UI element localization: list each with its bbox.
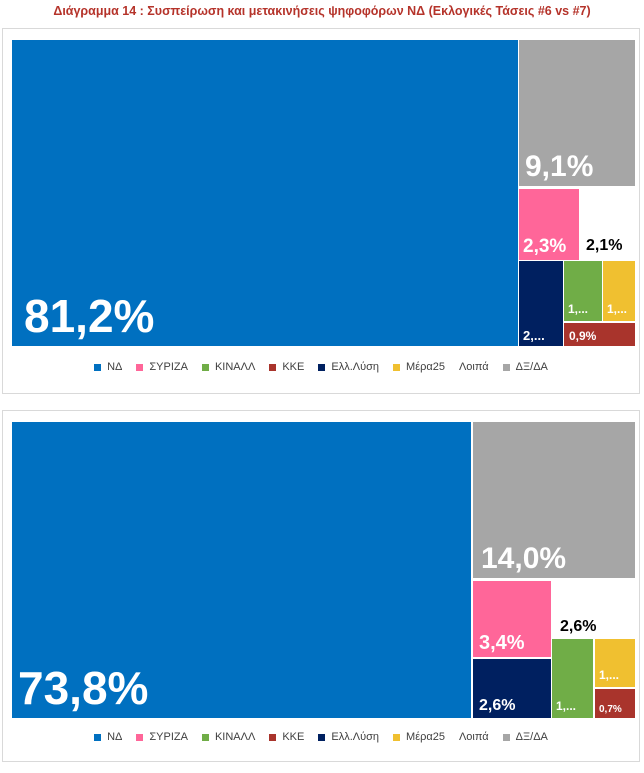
legend-label: ΝΔ [107,361,123,373]
tile-dxda [473,422,635,578]
legend-item-mera25: Μέρα25 [393,361,445,373]
tile-label-kke: 0,7% [599,704,622,715]
legend-swatch [201,363,209,371]
legend-label: Μέρα25 [406,361,445,373]
tile-label-kinall: 1,... [556,699,576,713]
treemap-1: 81,2% 9,1% 2,3% 2,1% 2,... 1,... 1,... 0,9% [12,40,635,346]
legend-item-nd: ΝΔ [94,361,122,373]
legend-swatch [136,363,144,371]
tile-label-mera25: 1,... [599,668,619,682]
tile-label-kke: 0,9% [569,329,597,343]
legend-swatch [94,733,102,741]
legend-label: Λοιπά [458,361,489,373]
legend-label: Ελλ.Λύση [331,731,380,743]
legend-item-dxda: ΔΞ/ΔΑ [502,731,548,743]
tile-label-mera25: 1,... [607,302,627,316]
tile-nd [12,40,518,346]
tile-kke [564,323,635,346]
legend-label: ΔΞ/ΔΑ [515,361,548,373]
tile-mera25 [603,261,635,321]
tile-loipa [552,581,635,637]
legend-label: Ελλ.Λύση [331,361,380,373]
legend-swatch [318,363,326,371]
legend-item-kinall: ΚΙΝΑΛΛ [201,731,256,743]
legend-label: ΚΙΝΑΛΛ [214,731,256,743]
legend-swatch [393,363,401,371]
tile-syriza [519,189,579,260]
tile-kke [595,689,635,718]
tile-label-loipa: 2,1% [586,237,622,254]
chart-panel-1: 81,2% 9,1% 2,3% 2,1% 2,... 1,... 1,... 0,9% ΝΔ Σ… [2,28,640,394]
legend-item-ell-lysi: Ελλ.Λύση [318,731,379,743]
legend-2: ΝΔ ΣΥΡΙΖΑ ΚΙΝΑΛΛ ΚΚΕ Ελλ.Λύση Μέρα25 Λοιπά ΔΞ/Δ… [3,731,639,743]
tile-label-loipa: 2,6% [560,618,596,635]
legend-label: Μέρα25 [406,731,445,743]
tile-label-ell-lysi: 2,6% [479,697,515,714]
tile-nd [12,422,471,718]
legend-label: ΚΚΕ [282,361,305,373]
legend-item-kinall: ΚΙΝΑΛΛ [201,361,256,373]
tile-kinall [552,639,593,718]
tile-loipa [580,189,635,260]
legend-label: ΣΥΡΙΖΑ [149,361,188,373]
legend-item-kke: ΚΚΕ [269,731,304,743]
tile-kinall [564,261,602,321]
tile-mera25 [595,639,635,687]
tile-label-dxda: 14,0% [481,542,566,575]
tile-label-nd: 81,2% [24,290,154,342]
legend-swatch [269,733,277,741]
legend-swatch [502,363,510,371]
chart-panel-2: 73,8% 14,0% 3,4% 2,6% 2,6% 1,... 1,... 0,7% ΝΔ Σ… [2,410,640,762]
legend-item-loipa: Λοιπά [459,361,489,373]
legend-label: ΔΞ/ΔΑ [515,731,548,743]
tile-syriza [473,581,551,657]
legend-label: ΝΔ [107,731,123,743]
legend-swatch [393,733,401,741]
legend-swatch [94,363,102,371]
tile-label-nd: 73,8% [18,662,148,714]
tile-label-kinall: 1,... [568,302,588,316]
tile-ell-lysi [519,261,563,346]
legend-label: ΚΚΕ [282,731,305,743]
legend-item-ell-lysi: Ελλ.Λύση [318,361,379,373]
legend-item-syriza: ΣΥΡΙΖΑ [136,731,188,743]
legend-1: ΝΔ ΣΥΡΙΖΑ ΚΙΝΑΛΛ ΚΚΕ Ελλ.Λύση Μέρα25 Λοιπά ΔΞ/Δ… [3,361,639,373]
tile-label-dxda: 9,1% [525,150,593,183]
tile-label-syriza: 3,4% [479,632,525,654]
tile-dxda [519,40,635,186]
legend-item-loipa: Λοιπά [459,731,489,743]
legend-item-nd: ΝΔ [94,731,122,743]
tile-label-ell-lysi: 2,... [523,328,545,343]
legend-item-mera25: Μέρα25 [393,731,445,743]
legend-swatch [136,733,144,741]
legend-item-dxda: ΔΞ/ΔΑ [502,361,548,373]
legend-swatch [201,733,209,741]
legend-item-syriza: ΣΥΡΙΖΑ [136,361,188,373]
legend-swatch [269,363,277,371]
page-title: Διάγραμμα 14 : Συσπείρωση και μετακινήσε… [53,4,591,18]
tile-ell-lysi [473,659,551,718]
legend-swatch [318,733,326,741]
legend-item-kke: ΚΚΕ [269,361,304,373]
legend-label: ΣΥΡΙΖΑ [149,731,188,743]
treemap-2: 73,8% 14,0% 3,4% 2,6% 2,6% 1,... 1,... 0,7% [12,422,635,718]
legend-label: Λοιπά [458,731,489,743]
legend-swatch [502,733,510,741]
tile-label-syriza: 2,3% [523,236,566,257]
legend-label: ΚΙΝΑΛΛ [214,361,256,373]
